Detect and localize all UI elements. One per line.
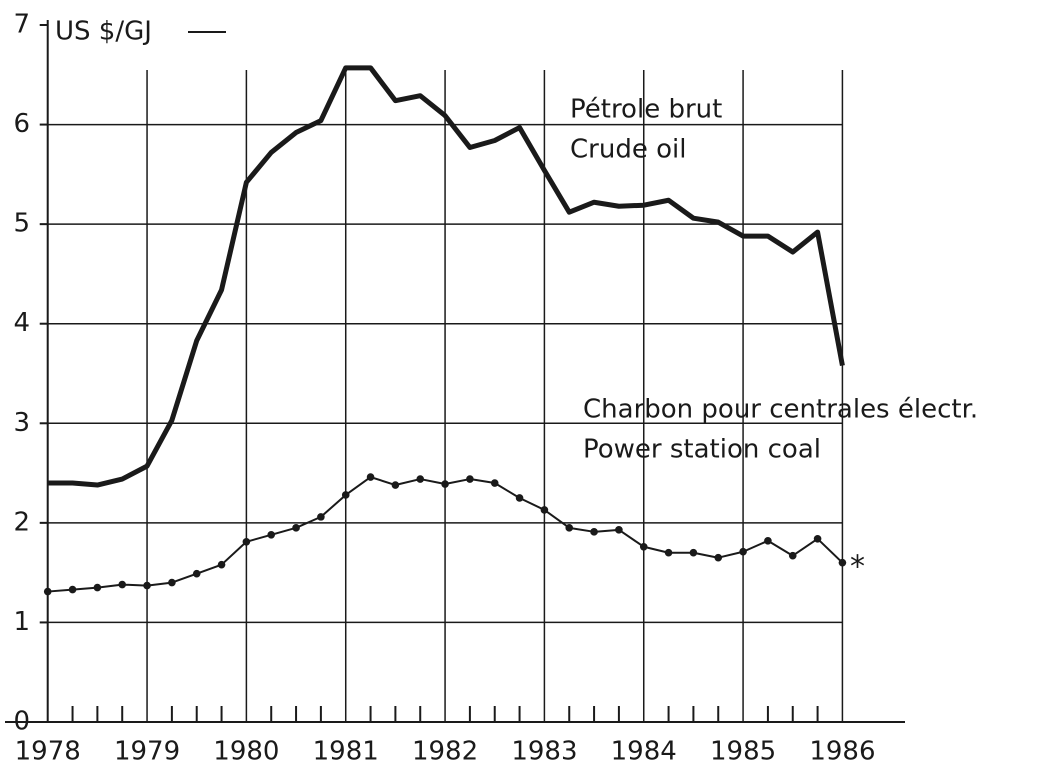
y-tick-label: 2 xyxy=(13,507,30,537)
data-point xyxy=(764,536,772,545)
x-tick-label: 1981 xyxy=(313,737,379,767)
series-line xyxy=(47,65,845,488)
y-tick-label: 5 xyxy=(13,209,30,239)
data-point xyxy=(441,480,449,488)
data-point xyxy=(490,479,499,487)
y-axis-label: US $/GJ xyxy=(55,17,152,47)
data-point xyxy=(242,537,251,546)
y-tick-label: 7 xyxy=(13,10,30,40)
data-point xyxy=(43,587,52,596)
x-tick-label: 1980 xyxy=(213,737,279,767)
x-tick-label: 1978 xyxy=(15,737,81,767)
data-point xyxy=(267,531,276,539)
y-tick-label: 3 xyxy=(13,408,30,438)
y-tick-label: 1 xyxy=(13,607,30,637)
data-point xyxy=(813,534,822,543)
data-point xyxy=(366,473,375,481)
y-tick-label: 4 xyxy=(13,308,30,338)
data-point xyxy=(689,548,698,557)
x-tick-label: 1982 xyxy=(412,737,478,767)
series-label: Crude oil xyxy=(570,135,686,165)
data-point xyxy=(565,524,574,532)
note: * xyxy=(850,550,865,585)
data-point xyxy=(192,569,201,578)
data-point xyxy=(466,475,474,483)
series-label: Power station coal xyxy=(583,435,821,465)
x-tick-label: 1986 xyxy=(809,737,875,767)
data-point xyxy=(838,558,847,567)
data-point xyxy=(615,526,623,534)
data-point xyxy=(788,551,797,560)
data-point xyxy=(93,583,102,592)
data-point xyxy=(739,547,747,556)
data-point xyxy=(292,524,300,532)
data-point xyxy=(664,548,673,557)
data-point xyxy=(68,585,77,594)
series-label: Charbon pour centrales électr. xyxy=(583,395,978,425)
y-tick-label: 6 xyxy=(13,109,30,139)
data-point xyxy=(217,560,226,569)
data-point xyxy=(118,580,127,589)
data-point xyxy=(168,578,176,587)
x-tick-label: 1985 xyxy=(710,737,776,767)
data-point xyxy=(714,553,723,562)
x-tick-label: 1979 xyxy=(114,737,180,767)
data-point xyxy=(590,528,598,536)
data-point xyxy=(317,513,325,521)
data-point xyxy=(639,542,648,551)
data-point xyxy=(341,491,350,499)
data-point xyxy=(416,475,425,483)
data-point xyxy=(143,581,151,590)
data-point xyxy=(391,481,400,489)
x-tick-label: 1983 xyxy=(511,737,577,767)
series-label: Pétrole brut xyxy=(570,95,722,125)
data-point xyxy=(515,494,524,502)
data-point xyxy=(540,506,549,514)
x-tick-label: 1984 xyxy=(611,737,677,767)
